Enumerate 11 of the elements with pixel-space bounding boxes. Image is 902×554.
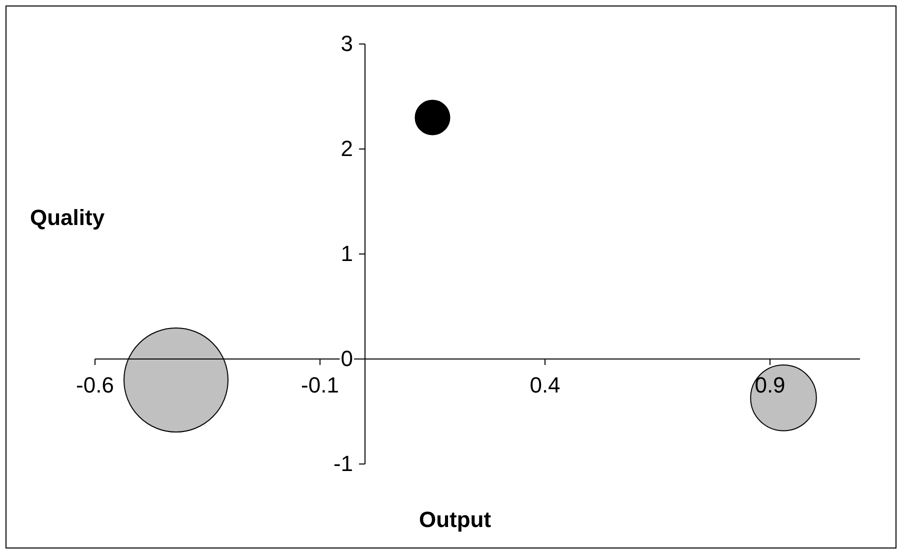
x-tick-label: -0.6 xyxy=(76,372,114,398)
x-axis-title: Output xyxy=(418,507,492,532)
y-tick-label: 2 xyxy=(340,136,353,162)
x-tick-label: -0.1 xyxy=(301,372,339,398)
y-tick-label: -1 xyxy=(333,451,353,476)
y-tick-label: 1 xyxy=(340,241,353,266)
y-tick-label: 0 xyxy=(340,346,353,372)
x-tick-label: 0.4 xyxy=(530,372,560,398)
x-tick-label: 0.9 xyxy=(754,372,786,398)
y-tick-label: 3 xyxy=(340,31,353,56)
y-axis-title: Quality xyxy=(30,205,106,230)
